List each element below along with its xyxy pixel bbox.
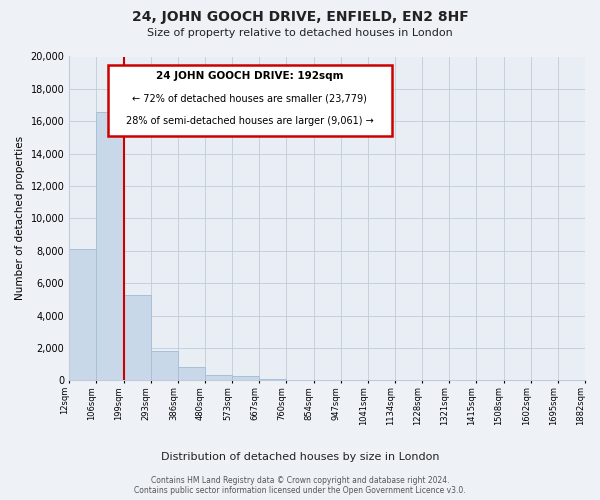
Bar: [97, 112, 124, 380]
Bar: [151, 351, 178, 380]
Text: 28% of semi-detached houses are larger (9,061) →: 28% of semi-detached houses are larger (…: [126, 116, 374, 126]
Text: Distribution of detached houses by size in London: Distribution of detached houses by size …: [161, 452, 439, 462]
Text: 24 JOHN GOOCH DRIVE: 192sqm: 24 JOHN GOOCH DRIVE: 192sqm: [156, 72, 344, 82]
Y-axis label: Number of detached properties: Number of detached properties: [15, 136, 25, 300]
Text: Size of property relative to detached houses in London: Size of property relative to detached ho…: [147, 28, 453, 38]
Bar: [69, 249, 97, 380]
Bar: [259, 378, 286, 380]
Bar: [205, 376, 232, 380]
Text: Contains HM Land Registry data © Crown copyright and database right 2024.
Contai: Contains HM Land Registry data © Crown c…: [134, 476, 466, 495]
Bar: [124, 294, 151, 380]
Bar: [178, 368, 205, 380]
Text: 24, JOHN GOOCH DRIVE, ENFIELD, EN2 8HF: 24, JOHN GOOCH DRIVE, ENFIELD, EN2 8HF: [131, 10, 469, 24]
FancyBboxPatch shape: [108, 64, 392, 136]
Bar: [232, 376, 259, 380]
Text: ← 72% of detached houses are smaller (23,779): ← 72% of detached houses are smaller (23…: [133, 94, 367, 104]
